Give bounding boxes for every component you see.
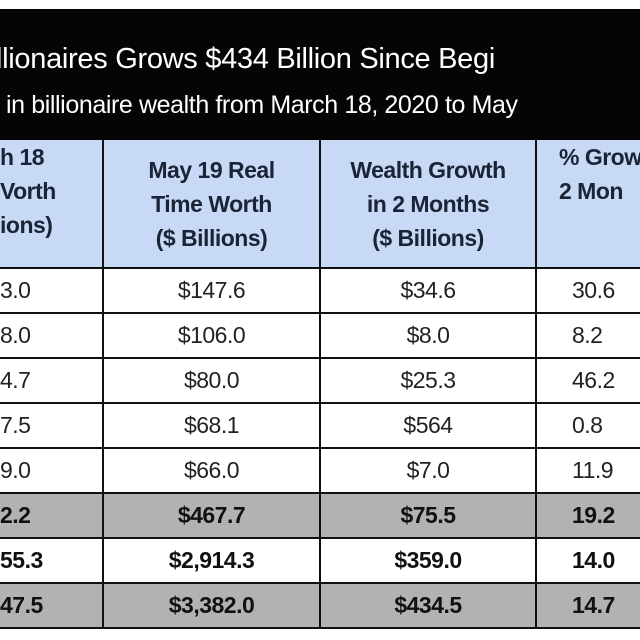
column-header-line: Vorth: [0, 178, 56, 204]
column-header-line: Wealth Growth: [350, 156, 506, 183]
table-cell: $8.0: [321, 314, 537, 359]
table-title: llionaires Grows $434 Billion Since Begi: [0, 43, 495, 75]
table-cell: $106.0: [104, 314, 321, 359]
table-cell: 7.5: [0, 404, 104, 449]
column-header-line: h 18: [0, 144, 45, 170]
table-cell: $66.0: [104, 449, 321, 494]
table-cell: $359.0: [321, 539, 537, 584]
column-header-line: % Grow: [559, 144, 640, 170]
table-cell: $80.0: [104, 359, 321, 404]
column-header-line: in 2 Months: [366, 190, 490, 217]
table-cell: $434.5: [321, 584, 537, 629]
table-cell: 55.3: [0, 539, 104, 584]
table-cell: 30.6: [537, 269, 640, 314]
table-cell: 8.2: [537, 314, 640, 359]
column-header-line: ($ Billions): [372, 224, 484, 251]
table-cell: $2,914.3: [104, 539, 321, 584]
table-cell: 47.5: [0, 584, 104, 629]
table-cell: 19.2: [537, 494, 640, 539]
column-header-line: May 19 Real: [148, 156, 275, 183]
title-banner: llionaires Grows $434 Billion Since Begi…: [0, 9, 640, 141]
table-cell: 11.9: [537, 449, 640, 494]
table-cell: 3.0: [0, 269, 104, 314]
table-cell: $467.7: [104, 494, 321, 539]
table-cell: 14.7: [537, 584, 640, 629]
column-header: % Grow 2 Mon: [537, 140, 640, 269]
table-cell: $564: [321, 404, 537, 449]
table-cell: $7.0: [321, 449, 537, 494]
column-header: h 18 Vorth ions): [0, 140, 104, 269]
table-cell: $3,382.0: [104, 584, 321, 629]
table-cell: 46.2: [537, 359, 640, 404]
table-cell: 9.0: [0, 449, 104, 494]
column-header: Wealth Growth in 2 Months ($ Billions): [321, 140, 537, 269]
table-subtitle: in billionaire wealth from March 18, 202…: [6, 91, 518, 119]
wealth-table: h 18 Vorth ions) May 19 Real Time Worth ($ Bi…: [0, 140, 640, 632]
table-cell: $34.6: [321, 269, 537, 314]
table-cell: 4.7: [0, 359, 104, 404]
table-cell: $25.3: [321, 359, 537, 404]
column-header-line: ions): [0, 212, 53, 238]
table-cell: $68.1: [104, 404, 321, 449]
table-cell: 0.8: [537, 404, 640, 449]
column-header: May 19 Real Time Worth ($ Billions): [104, 140, 321, 269]
table-cell: 2.2: [0, 494, 104, 539]
column-header-line: 2 Mon: [559, 178, 623, 204]
table-cell: 14.0: [537, 539, 640, 584]
column-header-line: ($ Billions): [155, 224, 268, 251]
column-header-line: Time Worth: [151, 190, 272, 217]
table-cell: $147.6: [104, 269, 321, 314]
table-cell: $75.5: [321, 494, 537, 539]
table-cell: 8.0: [0, 314, 104, 359]
